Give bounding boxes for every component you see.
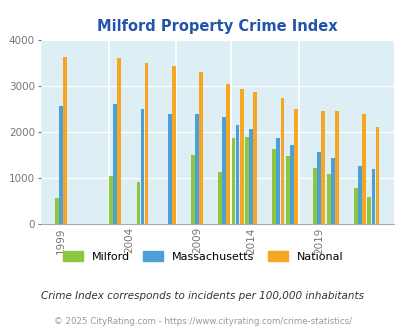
- Bar: [59, 106, 63, 224]
- Bar: [316, 152, 320, 224]
- Bar: [361, 114, 365, 224]
- Title: Milford Property Crime Index: Milford Property Crime Index: [97, 19, 337, 34]
- Bar: [226, 84, 229, 224]
- Bar: [190, 155, 194, 224]
- Bar: [171, 66, 175, 224]
- Bar: [357, 166, 361, 224]
- Bar: [375, 127, 379, 224]
- Bar: [245, 137, 248, 224]
- Bar: [272, 148, 275, 224]
- Bar: [235, 125, 239, 224]
- Bar: [293, 109, 297, 224]
- Bar: [217, 172, 221, 224]
- Bar: [117, 58, 121, 224]
- Bar: [367, 197, 370, 224]
- Bar: [239, 88, 243, 224]
- Bar: [63, 57, 67, 224]
- Bar: [136, 182, 140, 224]
- Bar: [371, 169, 374, 224]
- Bar: [167, 115, 171, 224]
- Bar: [334, 111, 338, 224]
- Bar: [253, 92, 256, 224]
- Bar: [285, 155, 289, 224]
- Bar: [330, 158, 334, 224]
- Bar: [144, 63, 148, 224]
- Bar: [320, 111, 324, 224]
- Bar: [353, 188, 357, 224]
- Bar: [198, 72, 202, 224]
- Bar: [231, 139, 235, 224]
- Bar: [276, 138, 279, 224]
- Bar: [280, 98, 283, 224]
- Bar: [109, 176, 113, 224]
- Bar: [289, 146, 293, 224]
- Bar: [55, 198, 59, 224]
- Bar: [113, 104, 117, 224]
- Legend: Milford, Massachusetts, National: Milford, Massachusetts, National: [58, 247, 347, 267]
- Text: Crime Index corresponds to incidents per 100,000 inhabitants: Crime Index corresponds to incidents per…: [41, 291, 364, 301]
- Bar: [222, 117, 225, 224]
- Bar: [249, 129, 252, 224]
- Bar: [140, 109, 144, 224]
- Bar: [312, 168, 316, 224]
- Bar: [326, 174, 330, 224]
- Text: © 2025 CityRating.com - https://www.cityrating.com/crime-statistics/: © 2025 CityRating.com - https://www.city…: [54, 317, 351, 326]
- Bar: [194, 114, 198, 224]
